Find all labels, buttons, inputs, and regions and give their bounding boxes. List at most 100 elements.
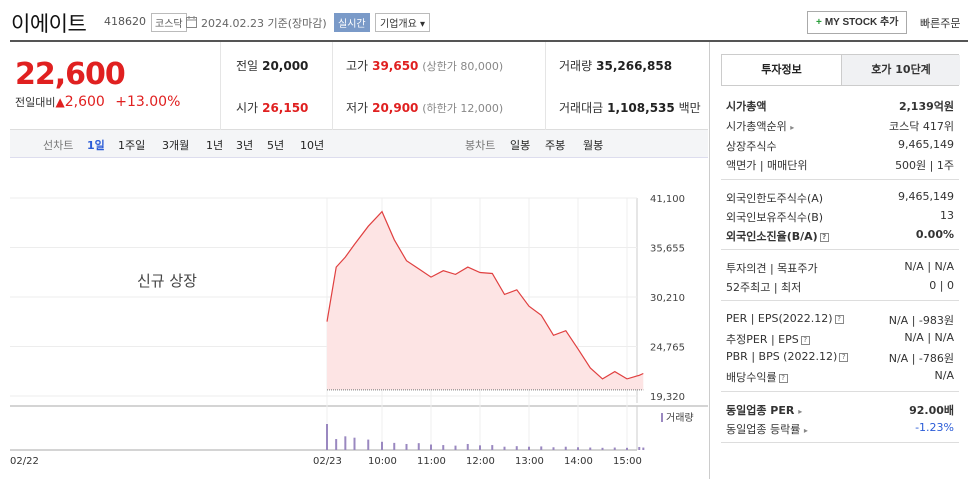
row-label: 추정PER | EPS [726, 333, 799, 346]
help-icon[interactable]: ? [800, 335, 810, 345]
volume-bar [552, 447, 555, 450]
tab-invest-info[interactable]: 투자정보 [722, 55, 841, 85]
row-value: 13 [940, 209, 954, 222]
period-3y[interactable]: 3년 [236, 139, 254, 152]
row-value: -1.23% [915, 421, 954, 434]
stock-code: 418620 [104, 15, 146, 28]
period-5y[interactable]: 5년 [267, 139, 285, 152]
period-1d[interactable]: 1일 [87, 139, 105, 152]
x-tick-label: 15:00 [613, 456, 642, 467]
row-label: 외국인보유주식수(B) [726, 211, 824, 224]
tab-orderbook-10[interactable]: 호가 10단계 [841, 55, 960, 85]
invest-info-panel: 투자정보 호가 10단계 시가총액 2,139억원 시가총액순위 ▸ 코스닥 417… [709, 42, 968, 479]
row-label: 동일업종 PER [726, 404, 795, 417]
arrow-right-icon[interactable]: ▸ [798, 407, 803, 416]
period-3m[interactable]: 3개월 [162, 139, 190, 152]
current-price: 22,600 [15, 57, 126, 92]
divider [721, 179, 959, 180]
y-tick-label: 41,100 [650, 194, 685, 205]
prev-close-value: 20,000 [262, 59, 309, 73]
new-listing-note: 신규 상장 [137, 272, 197, 290]
trade-amount: 거래대금 1,108,535 백만 [559, 99, 701, 116]
arrow-right-icon[interactable]: ▸ [803, 426, 808, 435]
y-tick-label: 19,320 [650, 392, 685, 403]
volume-bar [344, 436, 347, 450]
row-label: 동일업종 등락률 [726, 423, 801, 436]
listed-shares-row: 상장주식수 9,465,149 [726, 138, 954, 154]
row-label: 외국인소진율(B/A) [726, 230, 818, 243]
change-value: 2,600 [64, 94, 105, 110]
volume-bar [353, 437, 356, 450]
volume-bar [642, 447, 645, 450]
candle-weekly[interactable]: 주봉 [545, 139, 566, 152]
volume-bar [367, 439, 370, 450]
arrow-right-icon[interactable]: ▸ [790, 123, 795, 132]
calendar-icon [186, 13, 197, 32]
volume-bar [540, 446, 543, 450]
low-price: 저가 20,900 (하한가 12,000) [346, 99, 503, 116]
divider [721, 391, 959, 392]
y-tick-label: 24,765 [650, 343, 685, 354]
period-10y[interactable]: 10년 [300, 139, 325, 152]
high-label: 고가 [346, 59, 369, 73]
help-icon[interactable]: ? [839, 352, 849, 362]
volume-bar [601, 447, 604, 450]
period-1w[interactable]: 1주일 [118, 139, 146, 152]
industry-change-row: 동일업종 등락률 ▸ -1.23% [726, 421, 954, 437]
amount-value: 1,108,535 [607, 101, 675, 115]
y-tick-label: 30,210 [650, 293, 685, 304]
price-chart: 41,100 35,655 30,210 24,765 19,320 02/22 02/2… [10, 158, 708, 479]
volume-bar [454, 445, 457, 450]
prev-close-label: 전일 [236, 59, 259, 73]
price-area [327, 211, 644, 390]
est-per-row: 추정PER | EPS? N/A | N/A [726, 331, 954, 347]
row-label: 상장주식수 [726, 140, 777, 153]
volume-bar [381, 441, 383, 450]
company-info-dropdown[interactable]: 기업개요 ▾ [375, 13, 430, 32]
realtime-badge[interactable]: 실시간 [334, 13, 370, 32]
row-value: 0.00% [915, 228, 954, 241]
help-icon[interactable]: ? [834, 314, 844, 324]
period-1y[interactable]: 1년 [206, 139, 224, 152]
volume-bar [491, 445, 494, 450]
row-value: N/A | -786원 [888, 352, 954, 365]
high-price: 고가 39,650 (상한가 80,000) [346, 57, 503, 74]
row-label: 외국인한도주식수(A) [726, 192, 824, 205]
foreign-holding-row: 외국인보유주식수(B) 13 [726, 209, 954, 225]
row-value: 코스닥 417위 [889, 120, 954, 133]
amount-unit: 백만 [678, 101, 701, 115]
x-tick-label: 13:00 [515, 456, 544, 467]
dividend-row: 배당수익률? N/A [726, 369, 954, 385]
header-divider [10, 40, 968, 42]
row-label: 시가총액순위 [726, 120, 787, 133]
row-value: N/A [934, 369, 954, 382]
basis-date: 2024.02.23 기준(장마감) [201, 17, 327, 30]
pbr-bps-row: PBR | BPS (2022.12)? N/A | -786원 [726, 350, 954, 365]
quick-order-link[interactable]: 빠른주문 [920, 17, 961, 30]
row-value: 9,465,149 [898, 138, 954, 151]
prev-close: 전일 20,000 [236, 57, 308, 74]
candle-monthly[interactable]: 월봉 [583, 139, 604, 152]
volume-bar [442, 445, 445, 450]
x-tick-labels: 02/22 02/23 10:00 11:00 12:00 13:00 14:00 15:00 [10, 456, 642, 467]
row-label: 투자의견 | 목표주가 [726, 262, 818, 275]
y-grid [10, 197, 637, 397]
market-badge: 코스닥 [151, 13, 187, 32]
volume-label: 거래량 [559, 59, 593, 73]
price-line [326, 210, 644, 380]
volume-bar [503, 446, 506, 450]
volume-bar [326, 424, 328, 450]
help-icon[interactable]: ? [819, 232, 829, 242]
candle-chart-label: 봉차트 [465, 139, 496, 152]
market-cap-rank-row: 시가총액순위 ▸ 코스닥 417위 [726, 118, 954, 134]
mystock-add-button[interactable]: + MY STOCK 추가 [807, 11, 908, 34]
volume-legend-swatch [661, 413, 663, 422]
volume-bar [417, 443, 420, 450]
divider [332, 42, 333, 130]
row-value: 0 | 0 [929, 279, 954, 292]
help-icon[interactable]: ? [778, 373, 788, 383]
line-chart-label: 선차트 [43, 139, 74, 152]
row-label: 배당수익률 [726, 371, 777, 384]
candle-daily[interactable]: 일봉 [510, 139, 531, 152]
